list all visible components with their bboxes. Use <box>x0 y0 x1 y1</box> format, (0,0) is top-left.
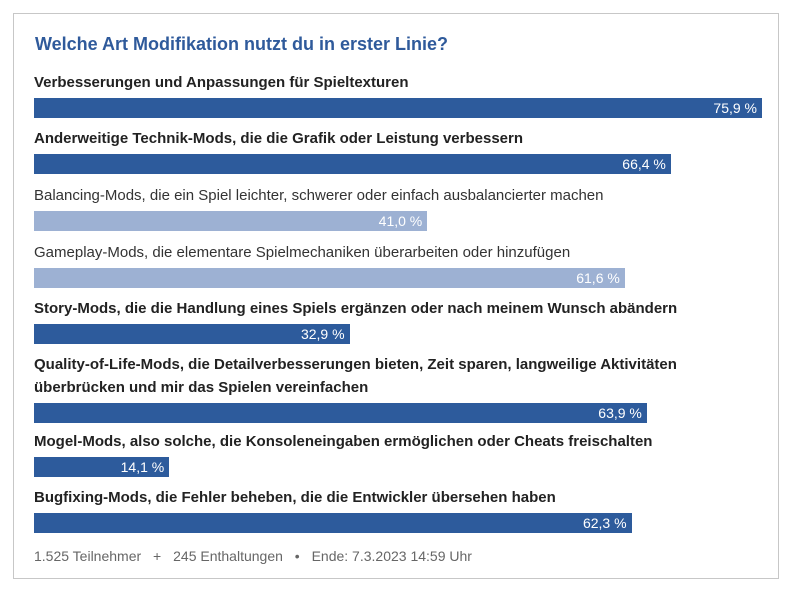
abstentions-count: 245 Enthaltungen <box>173 548 283 564</box>
result-value: 32,9 % <box>300 326 345 342</box>
result-bar: 41,0 % <box>34 211 428 231</box>
option-label: Gameplay-Mods, die elementare Spielmecha… <box>34 244 571 261</box>
result-value: 41,0 % <box>378 213 423 229</box>
result-value: 75,9 % <box>713 100 757 116</box>
result-bar: 62,3 % <box>34 513 632 533</box>
result-value: 14,1 % <box>120 459 165 475</box>
option-label: Quality-of-Life-Mods, die Detailverbesse… <box>34 356 677 396</box>
poll-option: Balancing-Mods, die ein Spiel leichter, … <box>34 184 762 231</box>
result-bar: 32,9 % <box>34 324 350 344</box>
result-bar: 61,6 % <box>34 268 625 288</box>
result-value: 62,3 % <box>582 515 627 531</box>
poll-option: Mogel-Mods, also solche, die Konsolenein… <box>34 430 762 477</box>
participants-count: 1.525 Teilnehmer <box>34 548 142 564</box>
option-label: Balancing-Mods, die ein Spiel leichter, … <box>34 187 604 204</box>
result-bar: 63,9 % <box>34 403 647 423</box>
result-bar: 66,4 % <box>34 154 671 174</box>
poll-card: Welche Art Modifikation nutzt du in erst… <box>13 13 779 579</box>
poll-option: Verbesserungen und Anpassungen für Spiel… <box>34 71 762 118</box>
poll-title: Welche Art Modifikation nutzt du in erst… <box>35 34 449 54</box>
option-label: Bugfixing-Mods, die Fehler beheben, die … <box>34 489 556 506</box>
option-label: Anderweitige Technik-Mods, die die Grafi… <box>34 130 524 147</box>
result-bar: 14,1 % <box>34 457 170 477</box>
dot-separator: • <box>294 548 300 564</box>
result-value: 66,4 % <box>622 156 666 172</box>
poll-option: Bugfixing-Mods, die Fehler beheben, die … <box>34 486 762 533</box>
poll-option: Gameplay-Mods, die elementare Spielmecha… <box>34 241 762 288</box>
option-label: Mogel-Mods, also solche, die Konsolenein… <box>34 433 653 450</box>
option-label: Verbesserungen und Anpassungen für Spiel… <box>34 74 409 91</box>
result-value: 63,9 % <box>598 405 642 421</box>
poll-option: Story-Mods, die die Handlung eines Spiel… <box>34 297 762 344</box>
end-date: Ende: 7.3.2023 14:59 Uhr <box>311 548 472 564</box>
result-value: 61,6 % <box>576 270 620 286</box>
plus-separator: + <box>153 548 162 564</box>
option-label: Story-Mods, die die Handlung eines Spiel… <box>34 300 678 317</box>
poll-option: Quality-of-Life-Mods, die Detailverbesse… <box>34 353 762 423</box>
poll-option: Anderweitige Technik-Mods, die die Grafi… <box>34 127 762 174</box>
result-bar: 75,9 % <box>34 98 762 118</box>
poll-footer: 1.525 Teilnehmer + 245 Enthaltungen • En… <box>34 548 472 564</box>
